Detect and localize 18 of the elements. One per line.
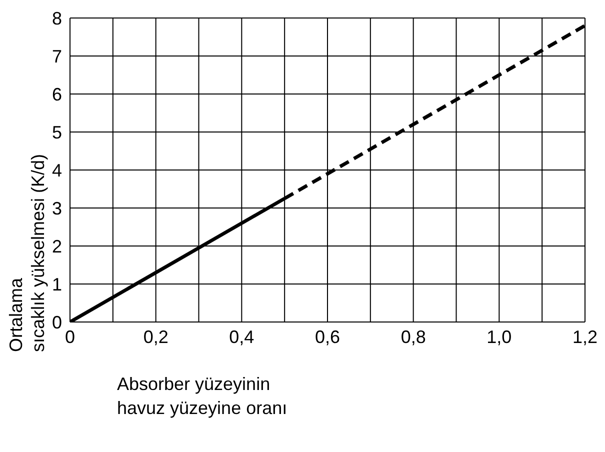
x-tick-label: 0: [64, 326, 76, 347]
y-tick-label: 7: [52, 46, 62, 66]
x-tick-label: 0,6: [314, 326, 340, 347]
x-tick-label: 1,2: [572, 326, 598, 347]
x-tick-label: 1,0: [486, 326, 512, 347]
y-tick-label: 4: [52, 160, 62, 180]
y-tick-label: 2: [52, 236, 62, 256]
y-tick-label: 6: [52, 84, 62, 104]
y-tick-label: 5: [52, 122, 62, 142]
y-axis-title: Ortalama sıcaklık yükselmesi (K/d): [6, 154, 48, 352]
y-tick-label: 8: [52, 8, 62, 28]
x-tick-label: 0,8: [400, 326, 426, 347]
y-tick-label: 3: [52, 198, 62, 218]
x-axis-title: Absorber yüzeyinin havuz yüzeyine oranı: [117, 374, 288, 418]
x-tick-label: 0,2: [143, 326, 168, 347]
x-tick-label: 0,4: [229, 326, 254, 347]
y-tick-label: 0: [52, 312, 62, 332]
y-tick-label: 1: [52, 274, 62, 294]
